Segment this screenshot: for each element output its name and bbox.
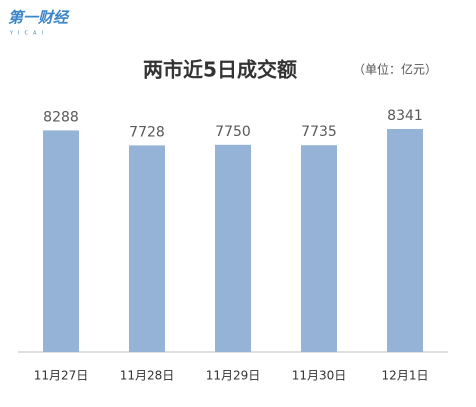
bar (387, 129, 423, 352)
bar (215, 144, 251, 352)
chart-title: 两市近5日成交额 (143, 58, 297, 82)
x-tick-label: 11月29日 (206, 369, 261, 383)
data-label: 7728 (129, 124, 165, 140)
x-tick-label: 11月27日 (34, 369, 89, 383)
bar (43, 130, 79, 352)
logo-text: 第一财经 (8, 9, 70, 27)
data-label: 7750 (215, 124, 251, 140)
x-tick-label: 12月1日 (382, 369, 429, 383)
data-label: 7735 (301, 124, 337, 140)
logo-subtext: YICAI (9, 31, 48, 37)
chart-subtitle: （单位：亿元） (353, 62, 437, 77)
data-label: 8288 (43, 109, 79, 125)
bar (301, 145, 337, 352)
x-tick-label: 11月28日 (120, 369, 175, 383)
bar (129, 145, 165, 352)
x-tick-label: 11月30日 (292, 369, 347, 383)
data-label: 8341 (387, 108, 423, 124)
